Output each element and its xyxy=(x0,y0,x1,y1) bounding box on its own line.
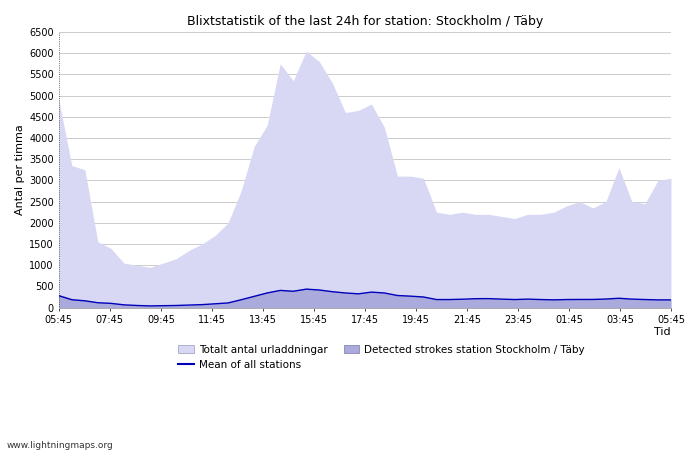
Legend: Totalt antal urladdningar, Mean of all stations, Detected strokes station Stockh: Totalt antal urladdningar, Mean of all s… xyxy=(174,340,589,374)
Title: Blixtstatistik of the last 24h for station: Stockholm / Täby: Blixtstatistik of the last 24h for stati… xyxy=(187,15,543,28)
Y-axis label: Antal per timma: Antal per timma xyxy=(15,124,25,215)
Text: www.lightningmaps.org: www.lightningmaps.org xyxy=(7,441,113,450)
Text: Tid: Tid xyxy=(654,327,671,337)
